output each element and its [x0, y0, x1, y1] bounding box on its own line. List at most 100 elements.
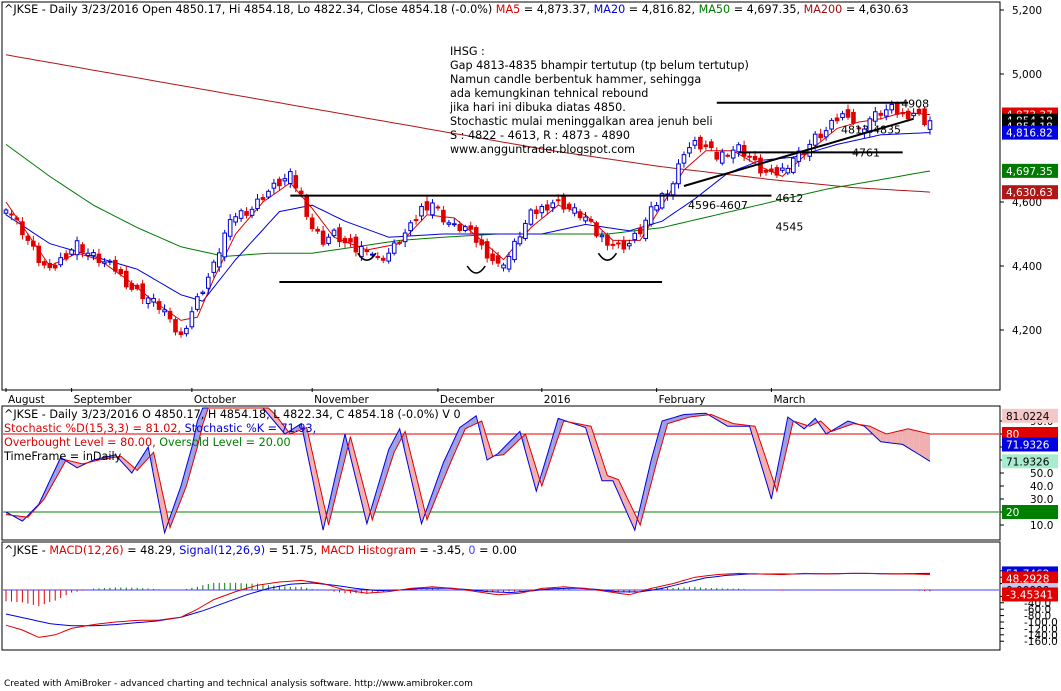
candle-body: [36, 245, 42, 263]
candle-body: [758, 157, 763, 174]
candle-body: [309, 217, 315, 230]
stoch-fill-segment: [875, 428, 881, 442]
candle-body: [140, 283, 145, 300]
stoch-fill-segment: [273, 413, 280, 428]
note-line: Gap 4813-4835 bhampir tertutup (tp belum…: [450, 59, 749, 72]
candle-body: [927, 120, 933, 130]
candle-body: [621, 241, 627, 250]
stoch-fill-segment: [44, 480, 50, 499]
candle-body: [452, 223, 457, 226]
stoch-fill-segment: [623, 490, 630, 518]
header-segment: Overbought Level = 80.00,: [4, 436, 159, 449]
candle-body: [41, 261, 47, 266]
candle-body: [118, 269, 124, 275]
stoch-fill-segment: [766, 458, 772, 499]
macd-pane-header: ^JKSE - MACD(12,26) = 48.29, Signal(12,2…: [4, 544, 517, 557]
stoch-fill-segment: [416, 475, 422, 524]
candle-body: [741, 145, 747, 157]
candle-body: [774, 167, 780, 176]
stoch-fill-segment: [880, 431, 887, 443]
candle-body: [173, 319, 178, 333]
candle-body: [550, 202, 556, 209]
stoch-fill-segment: [640, 483, 646, 525]
macd-tag: [1002, 587, 1058, 602]
candle-body: [113, 259, 118, 272]
price-pane-header: ^JKSE - Daily 3/23/2016 Open 4850.17, Hi…: [4, 3, 909, 16]
stoch-fill-segment: [908, 428, 914, 452]
candle-body: [834, 117, 840, 122]
stoch-fill-segment: [317, 476, 324, 531]
stoch-fill-segment: [181, 466, 187, 500]
candle-body: [889, 103, 895, 111]
stoch-fill-segment: [503, 442, 509, 455]
candle-body: [14, 217, 20, 220]
candle-body: [107, 260, 113, 263]
candle-body: [752, 155, 758, 161]
candle-body: [626, 243, 632, 247]
stoch-fill-segment: [153, 452, 160, 505]
price-pane[interactable]: [1, 1, 1001, 391]
candle-body: [840, 113, 845, 119]
price-annotation: 4761: [852, 147, 880, 160]
note-line: IHSG :: [450, 45, 485, 58]
candle-body: [583, 216, 588, 222]
candle-body: [331, 229, 337, 237]
candle-body: [845, 109, 851, 118]
hammer-arc: [466, 265, 486, 274]
stoch-fill-segment: [618, 479, 624, 506]
stoch-fill-segment: [443, 450, 449, 480]
price-axis-label: 5,200: [1012, 5, 1042, 17]
month-label: September: [74, 394, 133, 406]
stoch-fill-segment: [410, 453, 417, 500]
stoch-fill-segment: [552, 418, 559, 454]
macd-axis-label: -160.0: [1024, 636, 1058, 648]
candle-body: [277, 178, 282, 187]
candle-body: [397, 241, 402, 244]
stoch-fill-segment: [312, 451, 318, 504]
candle-body: [304, 195, 310, 217]
candle-body: [473, 227, 479, 243]
candle-body: [785, 167, 791, 174]
candle-body: [85, 252, 91, 256]
note-line: Stochastic mulai meninggalkan area jenuh…: [450, 115, 713, 128]
candle-body: [233, 216, 238, 223]
stoch-fill-segment: [432, 477, 438, 507]
macd-axis-label: -120.0: [1024, 623, 1058, 635]
stoch-fill-segment: [848, 421, 854, 426]
candle-body: [200, 291, 206, 295]
candle-body: [911, 112, 916, 117]
stoch-fill-segment: [126, 460, 132, 473]
stoch-fill-segment: [651, 440, 657, 484]
candle-body: [255, 198, 260, 210]
header-segment: = -3.45,: [416, 544, 469, 557]
hammer-arc: [357, 252, 377, 261]
stoch-tag: [1002, 408, 1058, 423]
candle-body: [162, 309, 167, 313]
price-axis-label: 4,600: [1012, 197, 1042, 209]
candle-body: [320, 230, 326, 245]
candle-body: [9, 213, 14, 216]
stoch-fill-segment: [924, 432, 930, 462]
candle-body: [796, 150, 802, 162]
candle-body: [725, 154, 731, 157]
candle-body: [883, 109, 889, 117]
candle-body: [479, 239, 484, 246]
stoch-fill-segment: [306, 427, 313, 477]
price-axis-label: 5,000: [1012, 69, 1042, 81]
candle-body: [873, 111, 878, 122]
analyst-note: IHSG : Gap 4813-4835 bhampir tertutup (t…: [449, 45, 749, 156]
stoch-fill-segment: [175, 486, 181, 514]
candle-body: [676, 163, 681, 185]
stoch-fill-segment: [607, 475, 613, 481]
candle-body: [512, 240, 517, 261]
stoch-fill-segment: [448, 439, 455, 467]
stoch-fill-segment: [454, 427, 460, 454]
candle-body: [74, 240, 80, 256]
stoch-fill-segment: [339, 434, 345, 481]
candle-body: [282, 178, 288, 182]
macd-line: [5, 572, 931, 638]
candle-body: [364, 249, 370, 253]
stoch-tag-label: 81.0224: [1006, 411, 1050, 423]
candle-body: [238, 210, 244, 219]
candle-body: [195, 296, 200, 310]
